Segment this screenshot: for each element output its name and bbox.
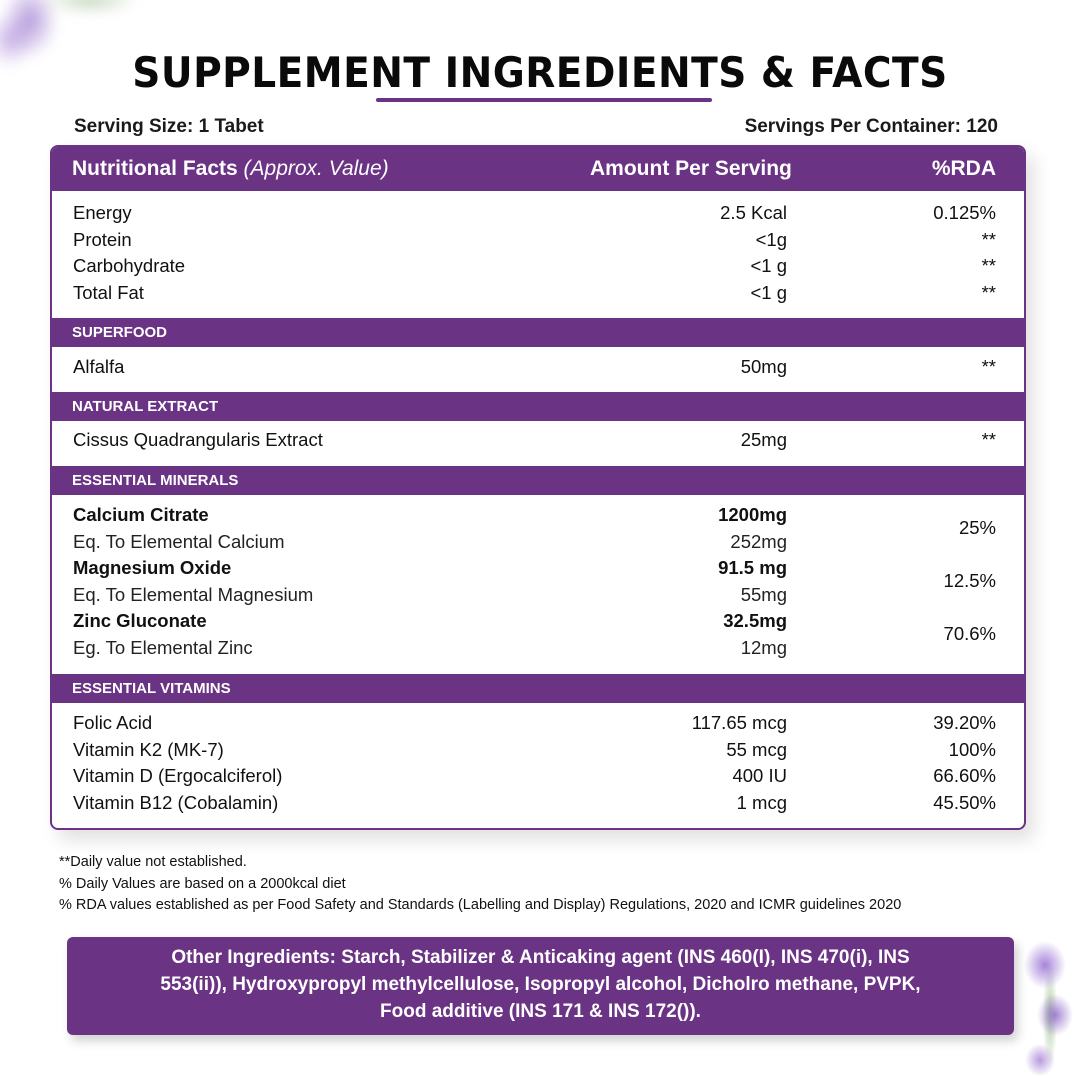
table-row: Zinc Gluconate 32.5mg (73, 610, 787, 631)
header-amount: Amount Per Serving (590, 157, 792, 180)
rda-value: 25% (958, 517, 996, 538)
basic-facts: Energy 2.5 Kcal 0.125% Protein <1g ** Ca… (52, 191, 1024, 318)
servings-per-container: Servings Per Container: 120 (744, 116, 998, 137)
rda-value: 70.6% (943, 623, 996, 644)
footnote: **Daily value not established. (59, 854, 247, 870)
table-row: Eq. To Elemental Magnesium 55mg (73, 583, 787, 605)
table-row: Vitamin B12 (Cobalamin) 1 mcg 45.50% (73, 791, 996, 813)
title-underline (376, 98, 712, 102)
section-essential-minerals: ESSENTIAL MINERALS (52, 466, 1024, 495)
header-name: Nutritional Facts (Approx. Value) (72, 157, 389, 180)
flower-decoration-top-left (0, 0, 170, 100)
other-ingredients-box: Other Ingredients: Starch, Stabilizer & … (67, 937, 1014, 1035)
table-row: Eq. To Elemental Calcium 252mg (73, 530, 787, 552)
footnote: % RDA values established as per Food Saf… (59, 897, 902, 913)
table-row: Calcium Citrate 1200mg (73, 504, 787, 525)
section-natural-extract: NATURAL EXTRACT (52, 392, 1024, 421)
table-row: Eg. To Elemental Zinc 12mg (73, 636, 787, 658)
page-title: SUPPLEMENT INGREDIENTS & FACTS (132, 48, 948, 97)
table-row: Vitamin D (Ergocalciferol) 400 IU 66.60% (73, 765, 996, 786)
section-essential-vitamins: ESSENTIAL VITAMINS (52, 674, 1024, 703)
table-row: Alfalfa 50mg ** (73, 356, 996, 377)
other-ingredients-text: Other Ingredients: Starch, Stabilizer & … (160, 947, 921, 1022)
table-row: Cissus Quadrangularis Extract 25mg ** (73, 429, 996, 450)
header-rda: %RDA (931, 157, 996, 180)
table-header: Nutritional Facts (Approx. Value) Amount… (52, 147, 1024, 191)
table-row: Carbohydrate <1 g ** (73, 255, 996, 276)
section-superfood: SUPERFOOD (52, 318, 1024, 347)
facts-table: Nutritional Facts (Approx. Value) Amount… (50, 145, 1026, 830)
table-row: Magnesium Oxide 91.5 mg (73, 557, 787, 578)
table-row: Total Fat <1 g ** (73, 281, 996, 303)
serving-size: Serving Size: 1 Tabet (74, 116, 264, 137)
footnote: % Daily Values are based on a 2000kcal d… (59, 875, 346, 892)
footnotes: **Daily value not established. % Daily V… (59, 852, 901, 917)
rda-value: 12.5% (943, 570, 996, 591)
table-row: Vitamin K2 (MK-7) 55 mcg 100% (73, 738, 996, 760)
header-name-suffix: (Approx. Value) (243, 157, 389, 180)
table-row: Protein <1g ** (73, 228, 996, 250)
table-row: Folic Acid 117.65 mcg 39.20% (73, 712, 996, 733)
table-row: Energy 2.5 Kcal 0.125% (73, 202, 996, 223)
